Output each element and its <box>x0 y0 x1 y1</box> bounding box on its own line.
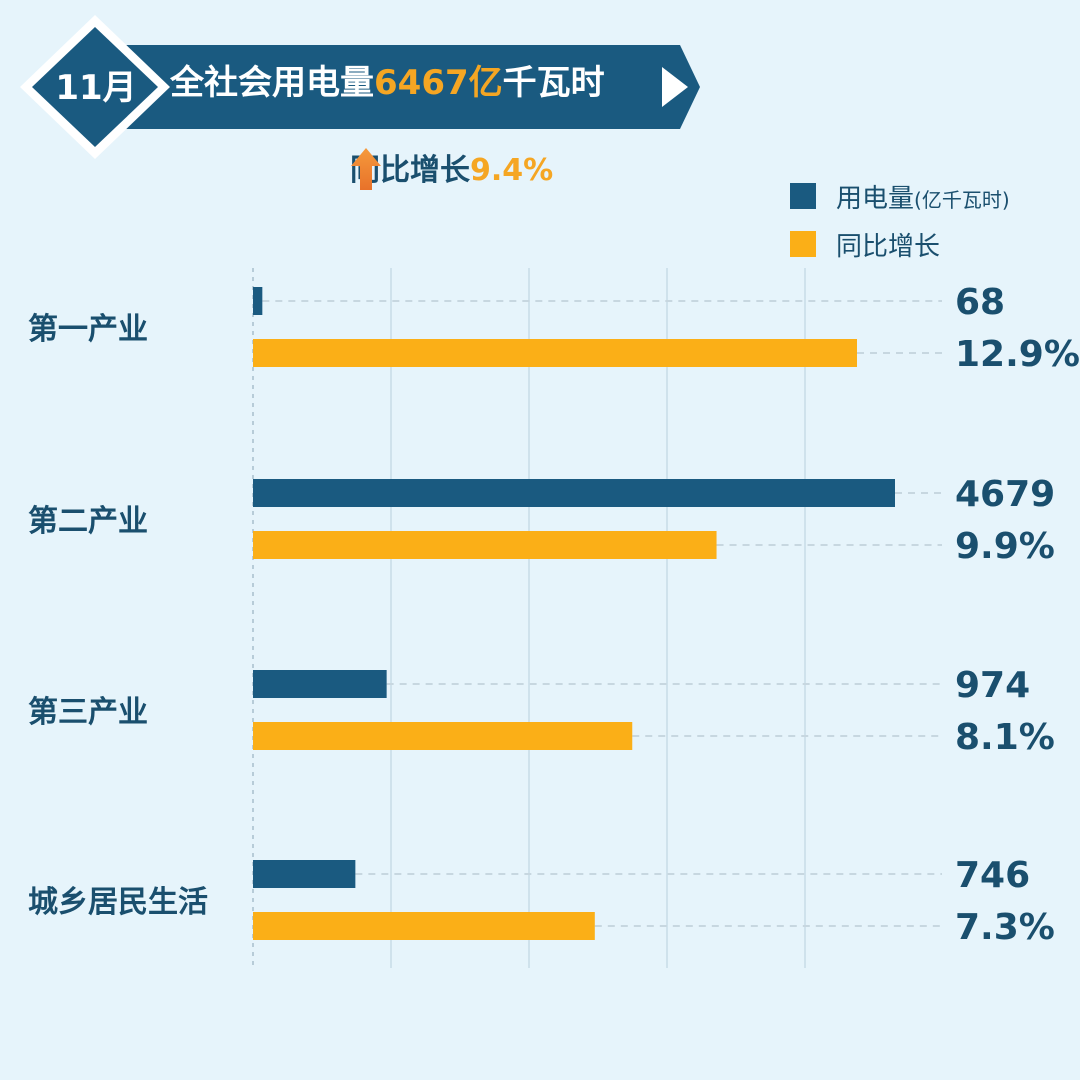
bar-growth <box>253 722 633 750</box>
bar-growth <box>253 912 595 940</box>
title-prefix: 全社会用电量 <box>170 63 374 103</box>
value-label-growth: 7.3% <box>955 907 1055 948</box>
bar-growth <box>253 339 857 367</box>
value-label-consumption: 746 <box>955 855 1030 896</box>
bar-consumption <box>253 479 895 507</box>
legend-item-consumption: 用电量(亿千瓦时) <box>790 172 1010 220</box>
value-label-growth: 12.9% <box>955 334 1080 375</box>
value-label-consumption: 4679 <box>955 474 1055 515</box>
bar-consumption <box>253 860 356 888</box>
legend-unit-consumption: (亿千瓦时) <box>914 187 1010 212</box>
header: 11月 全社会用电量6467亿千瓦时 同比增长9.4% <box>0 0 1080 200</box>
header-graphics <box>20 15 700 159</box>
category-label: 第一产业 <box>28 312 148 347</box>
category-label: 第二产业 <box>28 504 148 539</box>
value-label-growth: 8.1% <box>955 717 1055 758</box>
legend-label-consumption: 用电量 <box>836 183 915 214</box>
legend-item-growth: 同比增长 <box>790 220 1010 268</box>
bar-growth <box>253 531 717 559</box>
value-label-consumption: 974 <box>955 665 1030 706</box>
legend-swatch-growth <box>790 231 816 257</box>
chart-legend: 用电量(亿千瓦时) 同比增长 <box>790 172 1010 268</box>
category-label: 城乡居民生活 <box>28 885 208 920</box>
legend-swatch-consumption <box>790 183 816 209</box>
value-label-consumption: 68 <box>955 282 1005 323</box>
bar-consumption <box>253 670 387 698</box>
title-banner <box>125 45 700 129</box>
growth-value: 9.4% <box>470 153 554 188</box>
month-label: 11月 <box>55 68 137 108</box>
page-title: 全社会用电量6467亿千瓦时 <box>170 58 605 108</box>
title-suffix: 千瓦时 <box>502 63 605 103</box>
banner-arrow-icon <box>662 67 688 107</box>
up-arrow-icon <box>351 148 381 190</box>
legend-label-growth: 同比增长 <box>836 231 941 262</box>
month-badge-inner <box>32 27 158 147</box>
bar-consumption <box>253 287 263 315</box>
category-label: 第三产业 <box>28 695 148 730</box>
value-label-growth: 9.9% <box>955 526 1055 567</box>
title-value: 6467亿 <box>374 63 503 103</box>
growth-summary: 同比增长9.4% <box>350 146 553 196</box>
